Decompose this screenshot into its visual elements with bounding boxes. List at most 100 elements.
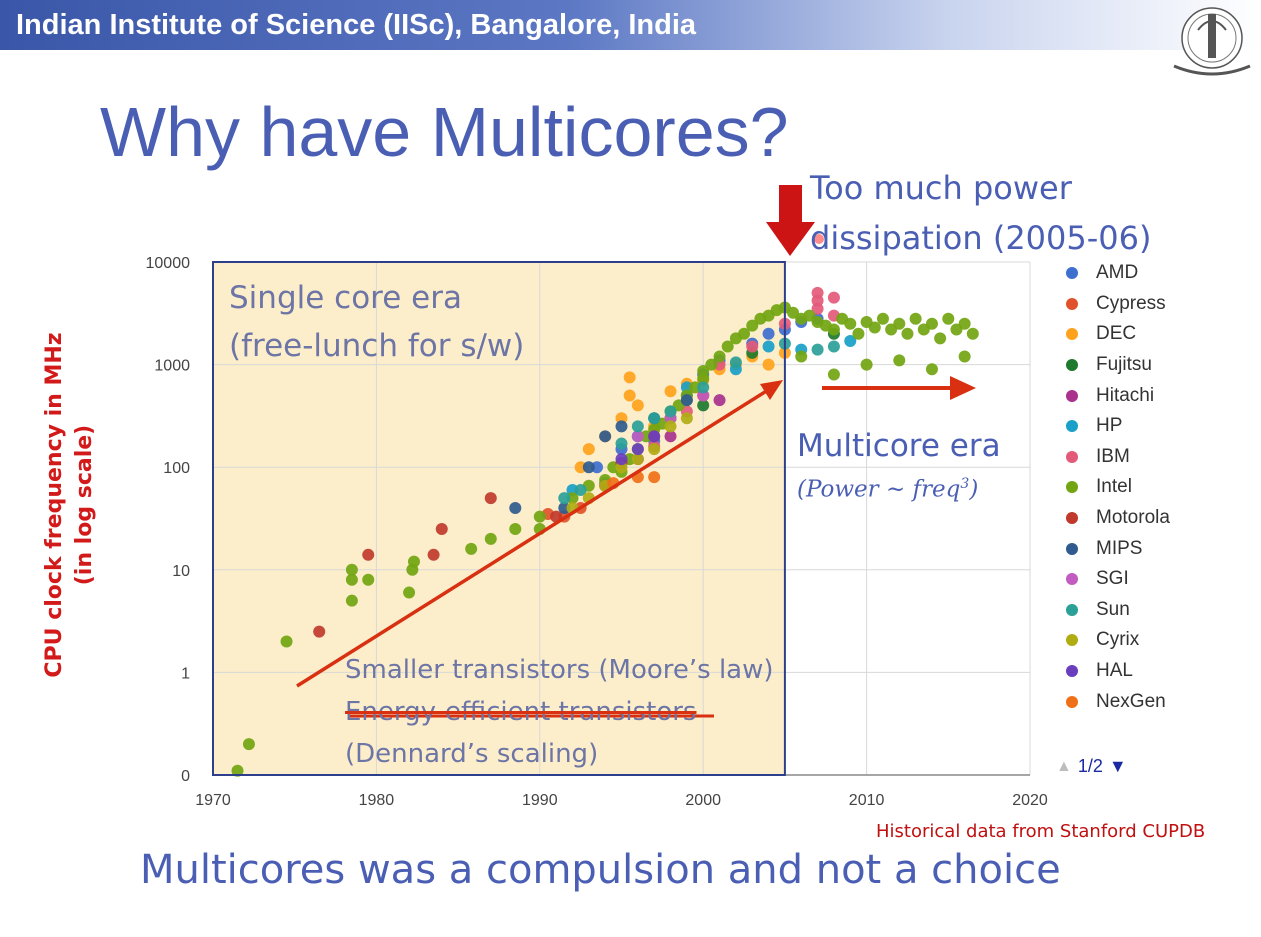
data-point: [615, 453, 628, 466]
data-point: [582, 443, 595, 456]
single-core-era-label: Single core era (free-lunch for s/w): [229, 274, 524, 370]
legend-item: Intel: [1066, 472, 1170, 503]
data-point: [876, 312, 889, 325]
x-tick-label: 1970: [195, 792, 231, 809]
data-point: [721, 340, 734, 353]
single-core-border: [212, 261, 786, 776]
power-equation: (Power ~ freq3): [797, 476, 978, 503]
y-axis-title: CPU clock frequency in MHz (in log scale…: [40, 332, 100, 677]
data-point: [762, 358, 775, 371]
data-point: [803, 309, 816, 322]
data-point: [893, 354, 906, 367]
x-tick-label: 2000: [685, 792, 721, 809]
power-eq-exp: 3: [960, 476, 970, 492]
legend-label: NexGen: [1096, 690, 1166, 712]
legend-pager: ▲ 1/2 ▼: [1056, 756, 1127, 777]
legend-dot: [1066, 665, 1078, 678]
data-point: [729, 356, 742, 369]
power-dissipation-label: Too much power dissipation (2005-06): [810, 163, 1152, 263]
data-point: [558, 492, 571, 505]
pager-up-icon[interactable]: ▲: [1056, 757, 1072, 775]
power-eq-suffix: ): [969, 476, 979, 503]
data-point: [713, 350, 726, 363]
pager-label: 1/2: [1077, 756, 1103, 776]
pager-down-icon[interactable]: ▼: [1108, 756, 1127, 776]
data-point: [345, 573, 358, 586]
data-point: [844, 317, 857, 330]
data-point: [599, 430, 612, 443]
legend-label: Sun: [1096, 598, 1130, 620]
series-nexgen: [607, 471, 661, 490]
data-point: [860, 358, 873, 371]
data-point: [664, 385, 677, 398]
legend-item: IBM: [1066, 442, 1170, 473]
single-era-line2: (free-lunch for s/w): [229, 328, 525, 364]
data-point: [631, 453, 644, 466]
legend-label: Motorola: [1096, 507, 1170, 529]
data-point: [648, 471, 661, 484]
data-point: [231, 764, 244, 777]
dennard-label: (Dennard’s scaling): [345, 739, 599, 769]
legend-item: MIPS: [1066, 533, 1170, 564]
power-line2: dissipation (2005-06): [810, 219, 1152, 257]
data-point: [484, 532, 497, 545]
data-point: [958, 317, 971, 330]
moores-law-arrow-line: [296, 388, 769, 688]
y-axis-title-line2: (in log scale): [72, 424, 97, 586]
header-title: Indian Institute of Science (IISc), Bang…: [16, 9, 696, 41]
data-point: [827, 340, 840, 353]
legend-dot: [1066, 512, 1078, 525]
data-point: [631, 399, 644, 412]
data-point: [465, 542, 478, 555]
legend-dot: [1066, 389, 1078, 402]
data-point: [893, 317, 906, 330]
data-point: [345, 594, 358, 607]
data-point: [811, 286, 824, 299]
data-point: [852, 327, 865, 340]
legend-dot: [1066, 603, 1078, 616]
legend-label: Hitachi: [1096, 384, 1155, 406]
source-note: Historical data from Stanford CUPDB: [876, 821, 1206, 842]
data-point: [648, 430, 661, 443]
power-line1: Too much power: [810, 169, 1072, 207]
data-point: [762, 327, 775, 340]
legend-dot: [1066, 267, 1078, 280]
data-point: [795, 350, 808, 363]
data-point: [631, 443, 644, 456]
data-point: [942, 312, 955, 325]
legend-label: AMD: [1096, 262, 1139, 284]
x-tick-label: 2020: [1012, 792, 1048, 809]
legend-dot: [1066, 634, 1078, 647]
data-point: [966, 327, 979, 340]
data-point: [746, 340, 759, 353]
series-sun: [558, 337, 840, 505]
power-arrow-body: [779, 185, 802, 223]
data-point: [362, 573, 375, 586]
data-point: [827, 368, 840, 381]
data-point: [623, 371, 636, 384]
legend-label: HAL: [1096, 660, 1133, 682]
power-eq-prefix: (Power ~ freq: [797, 476, 961, 503]
data-point: [509, 502, 522, 515]
chart-legend: AMD Cypress DEC Fujitsu Hitachi HP IBM Intel Mot…: [1066, 258, 1170, 717]
data-point: [631, 420, 644, 433]
data-point: [909, 312, 922, 325]
legend-item: Fujitsu: [1066, 350, 1170, 381]
legend-item: SGI: [1066, 564, 1170, 595]
data-point: [345, 563, 358, 576]
iisc-logo: [1173, 7, 1251, 76]
data-point: [623, 389, 636, 402]
data-point: [280, 635, 293, 648]
moores-law-arrow-head: [760, 380, 783, 400]
legend-item: AMD: [1066, 258, 1170, 289]
y-axis-title-line1: CPU clock frequency in MHz: [42, 332, 67, 678]
data-point: [648, 443, 661, 456]
legend-label: Cyrix: [1096, 629, 1140, 651]
data-point: [738, 327, 751, 340]
data-point: [574, 483, 587, 496]
energy-efficient-label: Energy-efficient transistors: [345, 697, 697, 727]
legend-dot: [1066, 542, 1078, 555]
y-tick-label: 0: [181, 768, 190, 785]
legend-item: NexGen: [1066, 686, 1170, 717]
